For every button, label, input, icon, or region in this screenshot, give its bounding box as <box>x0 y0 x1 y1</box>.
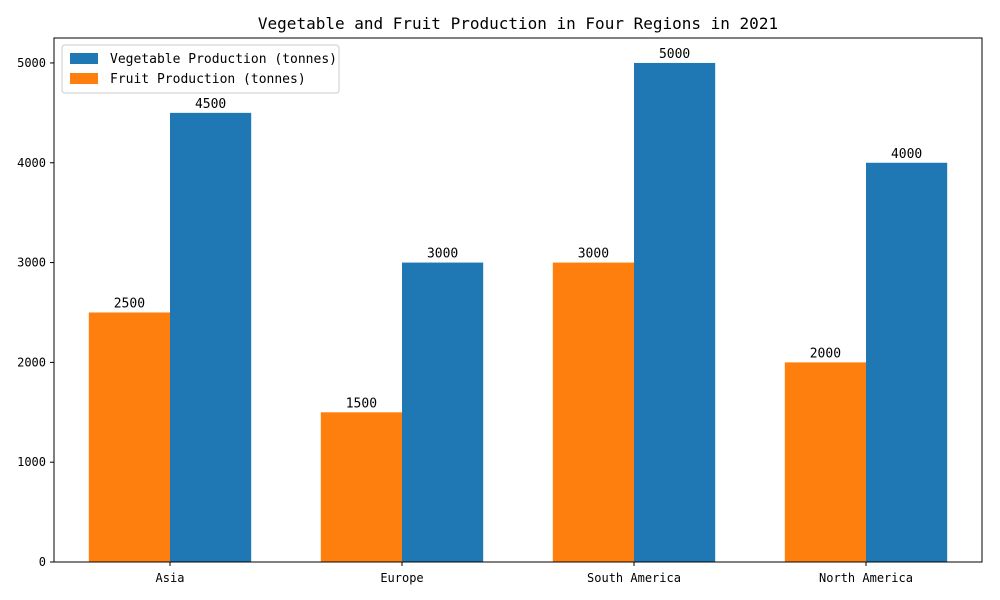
bars-layer <box>88 62 948 562</box>
bar-labels-layer: 2500 1500 3000 2000 4500 3000 5000 4000 <box>114 47 923 411</box>
bar-value-label: 2500 <box>114 296 145 311</box>
y-tick-label: 4000 <box>17 156 46 170</box>
bar-value-label: 4000 <box>891 147 922 162</box>
bar-europe-series-1 <box>402 262 484 562</box>
x-tick-label: Europe <box>380 571 423 585</box>
legend-entry-label: Vegetable Production (tonnes) <box>110 52 337 67</box>
legend: Vegetable Production (tonnes) Fruit Produ… <box>61 44 340 94</box>
legend-entry-label: Fruit Production (tonnes) <box>110 72 306 87</box>
bar-asia-series-0 <box>88 312 170 562</box>
x-tick-label: Asia <box>156 571 185 585</box>
bar-north-america-series-0 <box>784 362 866 562</box>
bar-europe-series-0 <box>320 412 402 562</box>
bar-north-america-series-1 <box>866 162 948 562</box>
y-tick-label: 0 <box>39 555 46 569</box>
x-tick-label: North America <box>819 571 913 585</box>
bar-value-label: 1500 <box>346 396 377 411</box>
y-tick-label: 1000 <box>17 455 46 469</box>
bar-asia-series-1 <box>170 112 252 562</box>
bar-value-label: 3000 <box>427 247 458 262</box>
bar-value-label: 5000 <box>659 47 690 62</box>
legend-swatch <box>70 73 98 84</box>
plot-frame <box>53 37 983 563</box>
bar-value-label: 3000 <box>578 247 609 262</box>
chart-title: Vegetable and Fruit Production in Four R… <box>258 14 778 33</box>
legend-swatch <box>70 53 98 64</box>
bar-value-label: 2000 <box>810 346 841 361</box>
legend-box <box>61 44 340 94</box>
axes-layer: 0 1000 2000 3000 4000 5000 Asia Europe South Ame… <box>17 37 983 585</box>
x-tick-label: South America <box>587 571 681 585</box>
bar-south-america-series-0 <box>552 262 634 562</box>
bar-value-label: 4500 <box>195 97 226 112</box>
y-tick-label: 2000 <box>17 355 46 369</box>
y-tick-label: 3000 <box>17 256 46 270</box>
bar-south-america-series-1 <box>634 62 716 562</box>
y-tick-label: 5000 <box>17 56 46 70</box>
